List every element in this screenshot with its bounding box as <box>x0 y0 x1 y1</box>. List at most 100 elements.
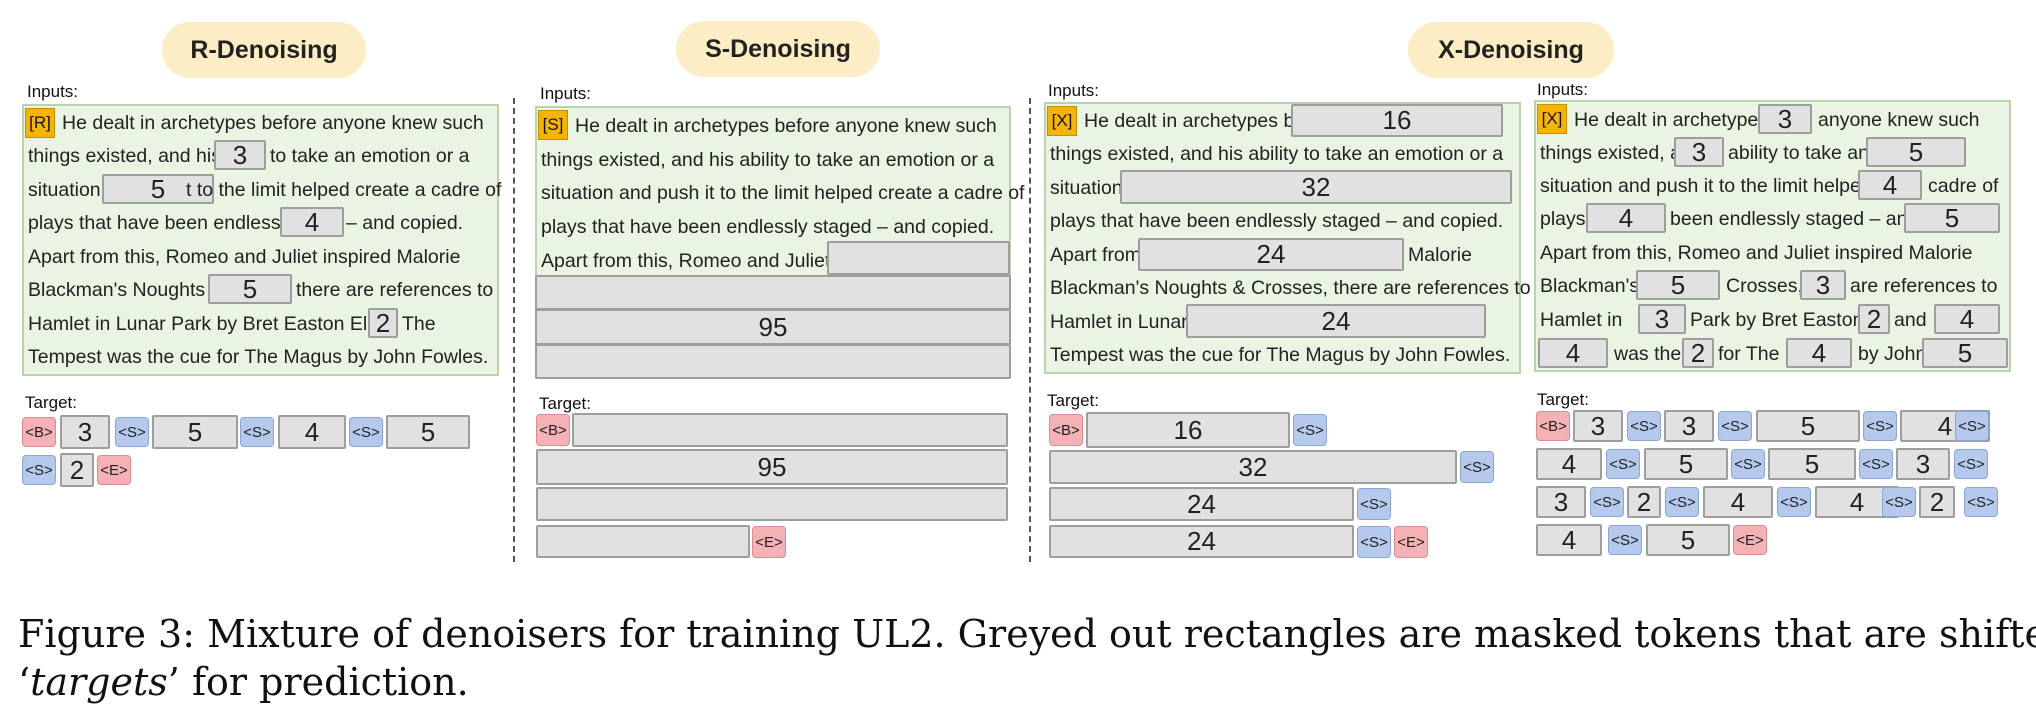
x2-mask-token: 3 <box>1674 137 1724 167</box>
r-denoising-title: R-Denoising <box>162 22 366 78</box>
x2-sentinel-tag: <S> <box>1882 487 1916 517</box>
x2-mask-token: 4 <box>1586 203 1666 233</box>
x2-inputs-label: Inputs: <box>1537 80 1589 99</box>
x2-line-8c: by John <box>1858 343 1927 365</box>
r-line-2-text-a: things existed, and his <box>28 145 221 167</box>
x2-mask-token: 4 <box>1934 304 2000 334</box>
x2-line-5: Apart from this, Romeo and Juliet inspir… <box>1540 242 1973 264</box>
x2-end-tag: <E> <box>1733 525 1767 555</box>
x2-line-6a: Blackman's <box>1540 275 1640 297</box>
x2-begin-tag: <B> <box>1536 411 1570 441</box>
x2-mask-token: 5 <box>1636 270 1720 300</box>
x2-mask-token: 2 <box>1682 338 1714 368</box>
r-line-7a: Hamlet in Lunar Park by Bret Easton Elli… <box>28 313 386 335</box>
r-line-2b: to take an emotion or a <box>270 145 470 167</box>
r-line-4a: plays that have been endlessly <box>28 212 295 234</box>
x1-line-5a: Apart from <box>1050 244 1142 266</box>
r-mask-token: 5 <box>208 274 292 304</box>
x2-prefix-token: [X] <box>1537 104 1567 134</box>
x2-line-3b: cadre of <box>1928 175 1999 197</box>
x2-target-token: 5 <box>1646 524 1730 556</box>
x2-line-1a: He dealt in archetypes <box>1574 109 1769 131</box>
x2-target-token: 3 <box>1896 448 1950 480</box>
r-sentinel-tag: <S> <box>115 417 149 447</box>
figure-caption-line-2: ‘targets’ for prediction. <box>18 660 469 704</box>
x2-target-token: 5 <box>1756 410 1860 442</box>
s-mask-block <box>535 344 1011 379</box>
x2-mask-token: 3 <box>1758 104 1812 134</box>
x1-target-token: 16 <box>1086 412 1290 448</box>
x2-line-4b: been endlessly staged – and <box>1670 208 1919 230</box>
x2-mask-token: 4 <box>1538 338 1608 368</box>
x2-target-token: 5 <box>1644 448 1728 480</box>
figure-caption-line-1: Figure 3: Mixture of denoisers for train… <box>18 612 2036 656</box>
x2-mask-token: 5 <box>1922 338 2008 368</box>
s-line-3: situation and push it to the limit helpe… <box>541 182 1025 204</box>
x1-sentinel-tag: <S> <box>1293 414 1327 446</box>
r-input-panel: [R] He dealt in archetypes before anyone… <box>22 104 502 376</box>
r-target-token: 2 <box>60 453 94 487</box>
x2-sentinel-tag: <S> <box>1665 487 1699 517</box>
r-sentinel-tag: <S> <box>349 417 383 447</box>
x1-mask-token: 16 <box>1291 104 1503 137</box>
x2-line-8b: for The <box>1718 343 1780 365</box>
s-target-label: Target: <box>539 394 591 413</box>
x2-line-7b: Park by Bret Easton <box>1690 309 1864 331</box>
s-denoising-title: S-Denoising <box>676 21 880 77</box>
x2-line-1b: anyone knew such <box>1818 109 1980 131</box>
x2-sentinel-tag: <S> <box>1964 487 1998 517</box>
x1-target-token: 32 <box>1049 450 1457 484</box>
x1-line-7a: Hamlet in Lunar <box>1050 311 1188 333</box>
x2-target-token: 3 <box>1536 486 1586 518</box>
x1-inputs-label: Inputs: <box>1048 81 1100 100</box>
x2-line-8a: was the <box>1614 343 1682 365</box>
x2-target-token: 3 <box>1664 410 1714 442</box>
r-line-4b: – and copied. <box>346 212 464 234</box>
x2-mask-token: 4 <box>1858 170 1922 200</box>
r-mask-token: 4 <box>280 207 344 237</box>
r-sentinel-tag: <S> <box>240 417 274 447</box>
x2-line-2b: ability to take an <box>1728 142 1869 164</box>
r-sentinel-tag: <S> <box>22 455 56 485</box>
x1-line-5b: Malorie <box>1408 244 1472 266</box>
x2-mask-token: 5 <box>1866 137 1966 167</box>
x2-line-4a: plays <box>1540 208 1586 230</box>
x2-sentinel-tag: <S> <box>1955 411 1989 441</box>
x2-sentinel-tag: <S> <box>1777 487 1811 517</box>
x2-sentinel-tag: <S> <box>1954 449 1988 479</box>
x2-sentinel-tag: <S> <box>1608 525 1642 555</box>
r-line-2: things existed, and his <box>28 143 221 169</box>
separator-right <box>1029 98 1031 562</box>
s-target-token: 95 <box>536 449 1008 485</box>
x1-target-token: 24 <box>1049 525 1354 558</box>
x1-sentinel-tag: <S> <box>1460 451 1494 483</box>
s-target-block <box>572 413 1008 447</box>
r-line-1: He dealt in archetypes before anyone kne… <box>62 112 484 134</box>
x2-line-7a: Hamlet in <box>1540 309 1623 331</box>
x2-line-3a: situation and push it to the limit helpe… <box>1540 175 1872 197</box>
x2-sentinel-tag: <S> <box>1718 411 1752 441</box>
s-line-2: things existed, and his ability to take … <box>541 149 995 171</box>
r-target-token: 5 <box>386 415 470 449</box>
r-mask-token: 2 <box>368 308 398 338</box>
x1-line-1a: He dealt in archetypes be <box>1084 110 1306 132</box>
r-line-6b: there are references to <box>296 279 494 301</box>
x2-line-6b: Crosses, <box>1726 275 1803 297</box>
s-target-block <box>536 487 1008 521</box>
x2-sentinel-tag: <S> <box>1627 411 1661 441</box>
x2-mask-token: 3 <box>1800 270 1846 300</box>
s-target-block <box>536 525 750 558</box>
x2-mask-token: 5 <box>1904 203 2000 233</box>
x1-input-panel: [X] He dealt in archetypes be 16 things … <box>1044 102 1531 374</box>
r-line-6a: Blackman's Noughts <box>28 279 206 301</box>
x1-line-4: plays that have been endlessly staged – … <box>1050 210 1504 232</box>
r-target-token: 3 <box>60 415 110 449</box>
r-target-token: 4 <box>278 415 346 449</box>
s-mask-token: 95 <box>535 309 1011 345</box>
r-line-8: Tempest was the cue for The Magus by Joh… <box>28 346 489 368</box>
r-line-3b: t to the limit helped create a cadre of <box>186 179 502 201</box>
x2-target-token: 4 <box>1536 448 1602 480</box>
x1-target-label: Target: <box>1047 391 1099 410</box>
x2-line-2a: things existed, a <box>1540 142 1681 164</box>
x2-sentinel-tag: <S> <box>1859 449 1893 479</box>
